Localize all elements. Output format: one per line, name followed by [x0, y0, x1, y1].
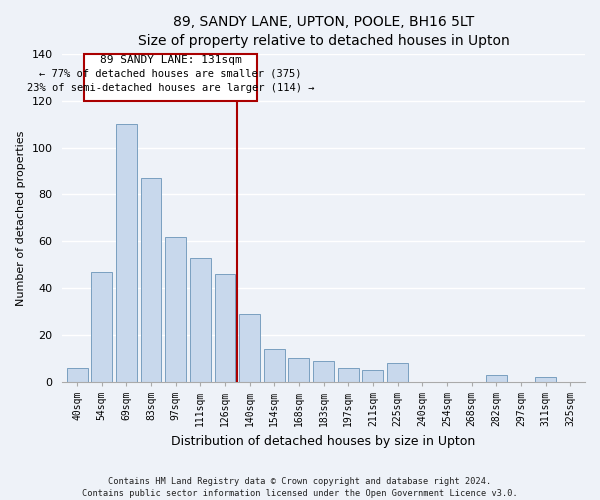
Title: 89, SANDY LANE, UPTON, POOLE, BH16 5LT
Size of property relative to detached hou: 89, SANDY LANE, UPTON, POOLE, BH16 5LT S… [138, 15, 509, 48]
Text: 89 SANDY LANE: 131sqm: 89 SANDY LANE: 131sqm [100, 54, 242, 64]
Bar [67, 368, 88, 382]
Text: Contains HM Land Registry data © Crown copyright and database right 2024.
Contai: Contains HM Land Registry data © Crown c… [82, 476, 518, 498]
Text: 23% of semi-detached houses are larger (114) →: 23% of semi-detached houses are larger (… [27, 83, 314, 93]
Bar [264, 349, 285, 382]
Bar [387, 363, 408, 382]
Bar [91, 272, 112, 382]
Bar [165, 236, 186, 382]
FancyBboxPatch shape [85, 54, 257, 100]
Bar [140, 178, 161, 382]
Bar [338, 368, 359, 382]
Y-axis label: Number of detached properties: Number of detached properties [16, 130, 26, 306]
Text: ← 77% of detached houses are smaller (375): ← 77% of detached houses are smaller (37… [40, 69, 302, 79]
Bar [215, 274, 235, 382]
Bar [289, 358, 310, 382]
Bar [486, 375, 507, 382]
Bar [313, 361, 334, 382]
Bar [362, 370, 383, 382]
Bar [239, 314, 260, 382]
Bar [535, 377, 556, 382]
Bar [116, 124, 137, 382]
Bar [190, 258, 211, 382]
X-axis label: Distribution of detached houses by size in Upton: Distribution of detached houses by size … [172, 434, 476, 448]
